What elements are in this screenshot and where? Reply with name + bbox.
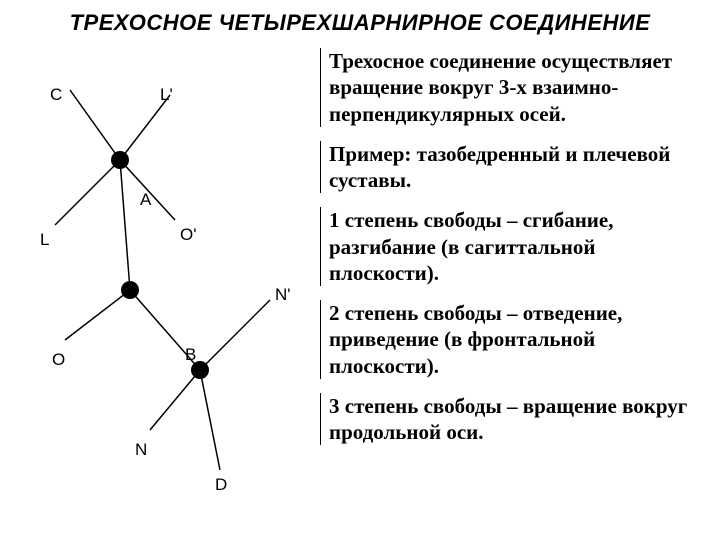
- diagram-label: N': [275, 285, 291, 305]
- paragraph: 1 степень свободы – сгибание, разгибание…: [320, 207, 710, 286]
- diagram-label: N: [135, 440, 147, 460]
- diagram-edge: [65, 290, 130, 340]
- diagram-label: L': [160, 85, 173, 105]
- diagram-label: O: [52, 350, 65, 370]
- diagram-label: B: [185, 345, 196, 365]
- paragraph: 2 степень свободы – отведение, приведени…: [320, 300, 710, 379]
- diagram-node: [111, 151, 129, 169]
- paragraph: Трехосное соединение осуществляет вращен…: [320, 48, 710, 127]
- diagram-svg: [10, 70, 310, 510]
- paragraph: 3 степень свободы – вращение вокруг прод…: [320, 393, 710, 446]
- diagram-container: C L' A L O' O B N' N D: [10, 70, 310, 510]
- diagram-label: A: [140, 190, 151, 210]
- diagram-node: [121, 281, 139, 299]
- diagram-edge: [70, 90, 120, 160]
- diagram-edge: [150, 370, 200, 430]
- page-title: ТРЕХОСНОЕ ЧЕТЫРЕХШАРНИРНОЕ СОЕДИНЕНИЕ: [0, 10, 720, 36]
- diagram-label: D: [215, 475, 227, 495]
- diagram-edge: [200, 370, 220, 470]
- diagram-edge: [120, 160, 130, 290]
- diagram-label: O': [180, 225, 196, 245]
- diagram-edge: [55, 160, 120, 225]
- diagram-label: L: [40, 230, 49, 250]
- paragraph: Пример: тазобедренный и плечевой суставы…: [320, 141, 710, 194]
- text-block: Трехосное соединение осуществляет вращен…: [320, 48, 710, 445]
- diagram-label: C: [50, 85, 62, 105]
- diagram-edge: [200, 300, 270, 370]
